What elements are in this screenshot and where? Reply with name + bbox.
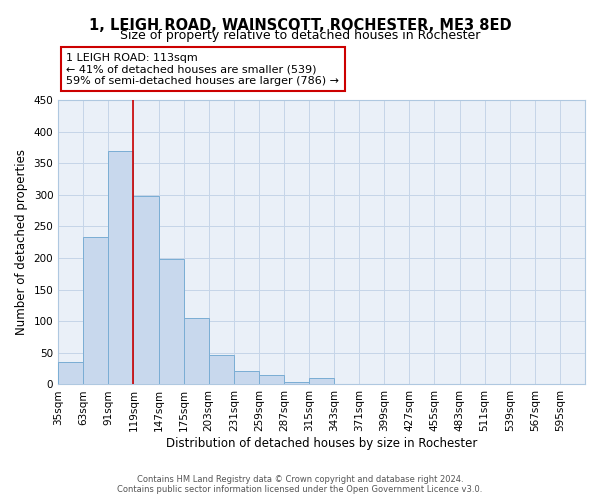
Text: Size of property relative to detached houses in Rochester: Size of property relative to detached ho… <box>120 29 480 42</box>
Bar <box>284 382 309 384</box>
Bar <box>158 258 184 384</box>
X-axis label: Distribution of detached houses by size in Rochester: Distribution of detached houses by size … <box>166 437 477 450</box>
Y-axis label: Number of detached properties: Number of detached properties <box>15 149 28 335</box>
Bar <box>309 378 334 384</box>
Bar <box>133 196 158 384</box>
Text: 1, LEIGH ROAD, WAINSCOTT, ROCHESTER, ME3 8ED: 1, LEIGH ROAD, WAINSCOTT, ROCHESTER, ME3… <box>89 18 511 32</box>
Bar <box>234 370 259 384</box>
Text: 1 LEIGH ROAD: 113sqm
← 41% of detached houses are smaller (539)
59% of semi-deta: 1 LEIGH ROAD: 113sqm ← 41% of detached h… <box>66 52 339 86</box>
Text: Contains HM Land Registry data © Crown copyright and database right 2024.
Contai: Contains HM Land Registry data © Crown c… <box>118 474 482 494</box>
Bar <box>184 318 209 384</box>
Bar <box>58 362 83 384</box>
Bar <box>83 236 109 384</box>
Bar <box>109 150 133 384</box>
Bar <box>259 375 284 384</box>
Bar <box>209 356 234 384</box>
